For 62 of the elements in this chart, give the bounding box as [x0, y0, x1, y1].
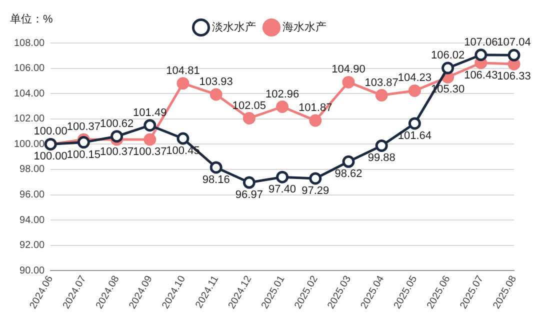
data-label: 100.00 — [34, 150, 68, 163]
point — [210, 88, 222, 101]
point — [375, 139, 388, 152]
y-tick-label: 108.00 — [14, 38, 46, 49]
data-label: 106.33 — [497, 70, 531, 83]
data-label: 96.97 — [235, 189, 263, 202]
point — [408, 117, 421, 130]
data-label: 101.64 — [398, 130, 432, 142]
y-tick-label: 96.00 — [20, 190, 46, 201]
point — [342, 155, 355, 168]
data-label: 102.96 — [265, 88, 300, 100]
data-label: 103.87 — [364, 76, 398, 89]
data-label: 100.00 — [34, 126, 68, 138]
data-label: 100.37 — [100, 146, 134, 158]
point — [176, 77, 190, 90]
data-label: 98.16 — [202, 174, 230, 186]
y-tick-label: 106.00 — [14, 63, 46, 74]
point — [276, 170, 289, 184]
data-label: 100.15 — [66, 148, 101, 161]
point — [242, 176, 256, 189]
point — [309, 114, 322, 127]
data-label: 104.81 — [166, 64, 200, 77]
data-label: 103.93 — [199, 76, 233, 88]
y-tick-label: 98.00 — [20, 164, 46, 176]
y-axis-title: 单位：% — [10, 12, 53, 26]
point — [144, 133, 156, 146]
point — [408, 84, 421, 97]
data-label: 104.23 — [398, 72, 432, 84]
data-label: 99.88 — [368, 152, 396, 164]
y-tick-label: 102.00 — [14, 114, 46, 125]
point — [309, 172, 322, 185]
data-label: 97.40 — [268, 184, 296, 196]
y-tick-label: 100.00 — [14, 138, 46, 150]
y-tick-label: 92.00 — [20, 240, 46, 252]
y-tick-label: 90.00 — [20, 265, 46, 276]
data-label: 100.37 — [66, 121, 101, 134]
point — [474, 48, 488, 62]
point — [210, 161, 222, 174]
point — [242, 112, 256, 125]
point — [110, 130, 124, 143]
data-label: 106.43 — [464, 69, 498, 82]
point — [176, 132, 190, 145]
data-label: 97.29 — [302, 185, 330, 198]
point — [342, 76, 355, 88]
y-tick-label: 104.00 — [14, 88, 46, 100]
legend-label: 淡水水产 — [212, 20, 256, 34]
point — [508, 48, 520, 62]
data-label: 100.62 — [100, 118, 134, 130]
data-label: 107.04 — [497, 36, 531, 49]
point — [276, 100, 289, 114]
data-label: 102.05 — [232, 100, 266, 112]
data-label: 107.06 — [464, 36, 498, 48]
data-label: 104.90 — [332, 64, 366, 76]
data-label: 106.02 — [430, 50, 465, 62]
point — [442, 62, 454, 74]
point — [144, 119, 156, 132]
y-tick-label: 94.00 — [20, 214, 46, 226]
data-label: 98.62 — [334, 168, 362, 180]
point — [77, 136, 90, 149]
point — [375, 88, 388, 102]
data-label: 100.37 — [133, 146, 167, 158]
legend-label: 海水水产 — [282, 20, 326, 34]
